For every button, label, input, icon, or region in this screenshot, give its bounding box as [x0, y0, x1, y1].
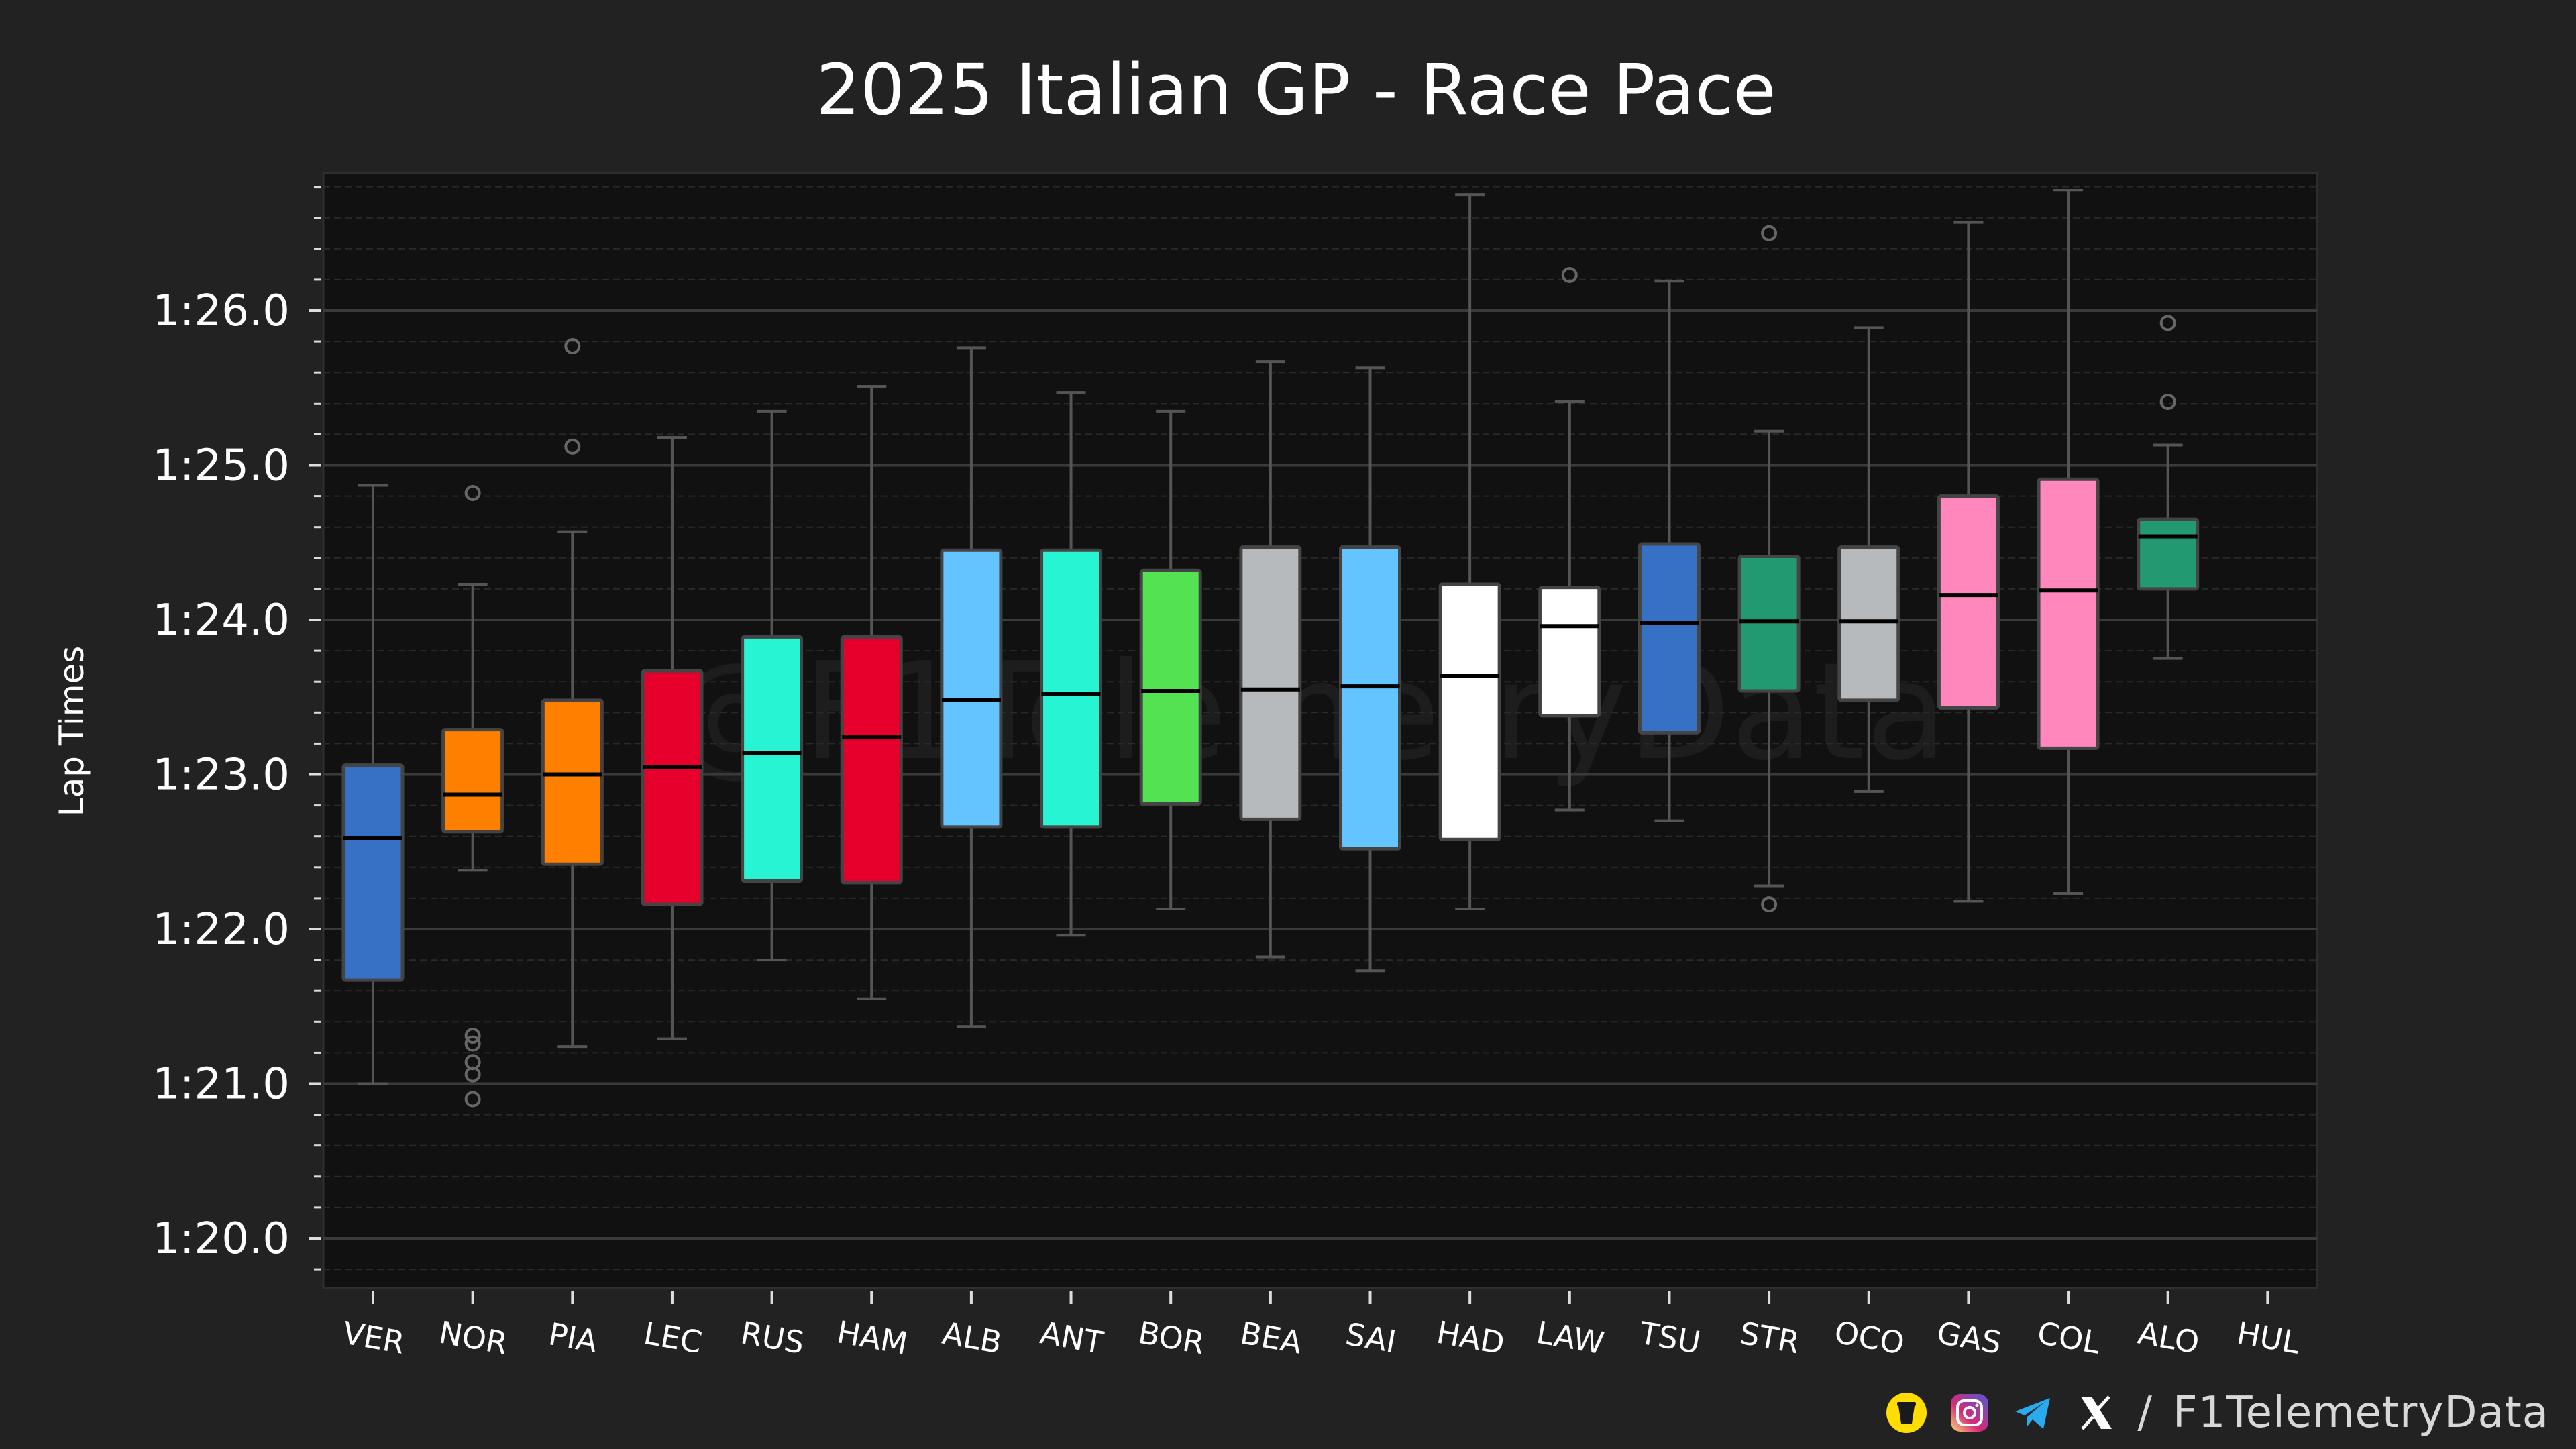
y-tick-label: 1:22.0 [152, 905, 290, 955]
x-tick-label-str: STR [1737, 1315, 1802, 1361]
y-tick-label: 1:23.0 [152, 751, 290, 800]
x-tick-label-bea: BEA [1238, 1315, 1305, 1361]
box-pia [541, 338, 604, 1049]
x-tick-label-rus: RUS [738, 1314, 807, 1361]
box-law [1538, 266, 1601, 812]
box-lec [641, 436, 704, 1040]
box-iqr [1040, 548, 1103, 829]
x-tick-label-lec: LEC [641, 1315, 705, 1360]
outlier-point [464, 484, 481, 501]
x-tick-label-ant: ANT [1038, 1314, 1107, 1361]
coffee-icon[interactable] [1885, 1391, 1928, 1434]
box-str [1737, 225, 1801, 913]
x-tick-label-had: HAD [1434, 1314, 1507, 1362]
box-had [1438, 193, 1501, 911]
outlier-point [1761, 225, 1778, 241]
outlier-point [2159, 315, 2176, 331]
box-col [2037, 189, 2100, 895]
x-tick-label-col: COL [2035, 1314, 2103, 1361]
box-iqr [1638, 542, 1701, 735]
box-bea [1239, 360, 1302, 959]
x-tick-label-alo: ALO [2135, 1315, 2202, 1361]
box-sai [1339, 366, 1401, 973]
y-axis-label: Lap Times [52, 646, 91, 817]
instagram-icon[interactable] [1948, 1391, 1991, 1434]
y-tick-label: 1:20.0 [152, 1214, 290, 1264]
x-tick-label-bor: BOR [1136, 1314, 1208, 1361]
box-ham [840, 384, 903, 1000]
x-tick-label-law: LAW [1534, 1314, 1607, 1362]
box-iqr [2137, 517, 2200, 591]
box-iqr [1737, 554, 1801, 693]
telegram-icon[interactable] [2011, 1391, 2054, 1434]
x-tick-label-ver: VER [340, 1314, 407, 1360]
box-iqr [1139, 568, 1202, 806]
footer-handle[interactable]: F1TelemetryData [2172, 1388, 2549, 1438]
x-tick-label-hul: HUL [2234, 1314, 2302, 1361]
box-iqr [541, 698, 604, 866]
y-tick-label: 1:24.0 [152, 596, 290, 645]
y-tick-label: 1:21.0 [152, 1060, 290, 1110]
box-bor [1139, 409, 1202, 911]
y-tick-label: 1:26.0 [152, 286, 290, 336]
chart-title: 2025 Italian GP - Race Pace [816, 49, 1776, 131]
box-rus [741, 409, 804, 962]
outlier-point [564, 338, 581, 355]
box-oco [1837, 326, 1900, 793]
outlier-point [2159, 393, 2176, 410]
box-gas [1937, 221, 2000, 903]
box-iqr [1937, 494, 2000, 710]
box-iqr [1339, 545, 1401, 851]
outlier-point [464, 1035, 481, 1052]
box-iqr [341, 763, 405, 982]
outlier-point [564, 438, 581, 455]
box-alb [940, 346, 1003, 1028]
x-tick-label-nor: NOR [436, 1314, 510, 1362]
x-tick-label-tsu: TSU [1636, 1314, 1703, 1360]
box-iqr [641, 669, 704, 906]
box-iqr [441, 728, 504, 834]
box-iqr [1538, 586, 1601, 718]
outlier-point [464, 1091, 481, 1108]
box-alo [2137, 315, 2200, 660]
x-tick-label-alb: ALB [940, 1315, 1005, 1361]
outlier-point [464, 1028, 481, 1044]
box-tsu [1638, 280, 1701, 822]
x-tick-label-ham: HAM [835, 1313, 911, 1362]
social-footer: / F1TelemetryData [1885, 1386, 2549, 1440]
x-icon[interactable] [2074, 1391, 2117, 1434]
outlier-point [1561, 266, 1578, 283]
box-iqr [1837, 545, 1900, 702]
box-iqr [940, 548, 1003, 829]
box-ver [341, 484, 405, 1085]
outlier-point [1761, 896, 1778, 913]
box-iqr [2037, 477, 2100, 750]
y-tick-label: 1:25.0 [152, 441, 290, 491]
box-iqr [741, 635, 804, 883]
box-ant [1040, 391, 1103, 937]
outlier-point [464, 1066, 481, 1083]
box-iqr [1239, 545, 1302, 821]
x-tick-label-pia: PIA [546, 1316, 601, 1360]
x-tick-label-sai: SAI [1343, 1316, 1399, 1360]
box-nor [441, 484, 504, 1108]
x-tick-label-oco: OCO [1832, 1313, 1907, 1361]
box-iqr [1438, 582, 1501, 841]
box-iqr [840, 635, 903, 885]
x-tick-label-gas: GAS [1934, 1314, 2004, 1361]
footer-separator: / [2137, 1388, 2153, 1438]
